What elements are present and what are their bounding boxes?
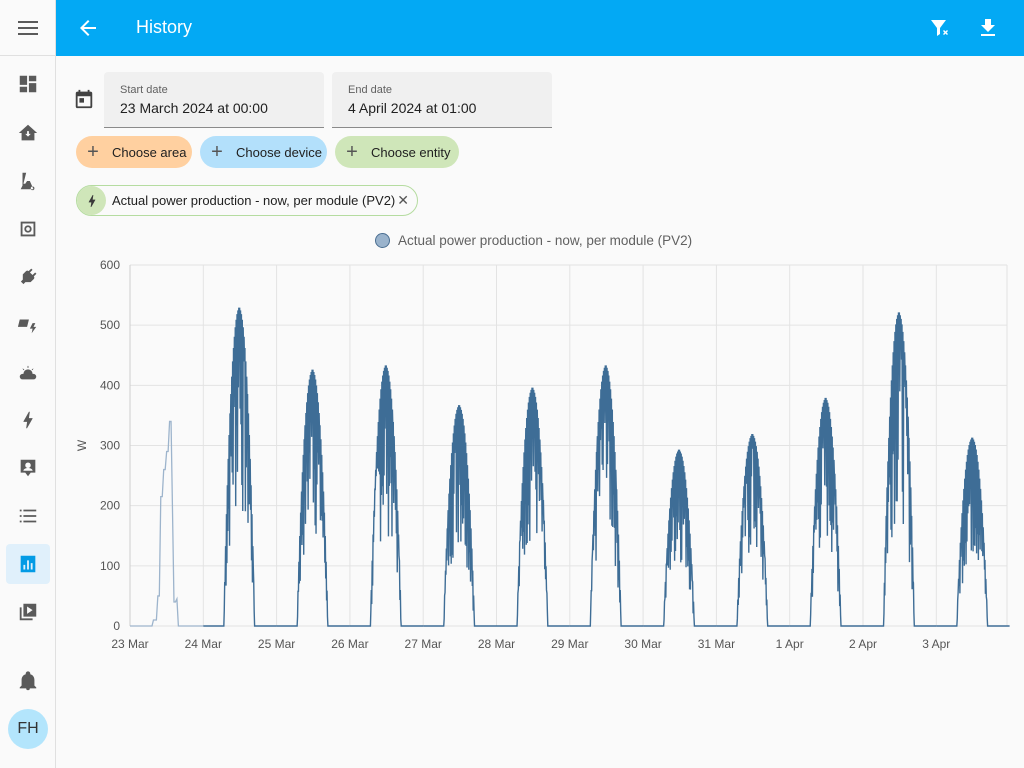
clear-filter-icon[interactable] [928,16,952,40]
x-tick-label: 1 Apr [776,637,804,651]
x-tick-label: 31 Mar [698,637,735,651]
page-title: History [136,17,193,37]
selected-entity-chip[interactable]: Actual power production - now, per modul… [76,185,418,216]
start-date-label: Start date [120,84,168,96]
choose-device-button[interactable]: + Choose device [200,136,327,168]
x-tick-label: 28 Mar [478,637,515,651]
y-tick-label: 600 [100,258,120,272]
plus-icon: + [346,141,358,163]
x-tick-label: 24 Mar [185,637,222,651]
series-line-day [716,433,790,627]
y-tick-label: 400 [100,378,120,392]
dashboard-icon[interactable] [6,64,50,104]
y-tick-label: 500 [100,318,120,332]
remove-entity-icon[interactable]: ✕ [397,192,409,208]
x-tick-label: 27 Mar [405,637,442,651]
series-line-day [130,420,204,627]
series-line-day [569,365,644,627]
panel-icon[interactable] [6,209,50,249]
x-tick-label: 23 Mar [111,637,148,651]
download-icon[interactable] [976,16,1000,40]
choose-area-label: Choose area [112,144,187,160]
lightning-icon [77,186,106,215]
series-line-day [276,369,350,627]
series-line-day [789,397,863,627]
plug-icon[interactable] [6,257,50,297]
plus-icon: + [87,141,99,163]
x-tick-label: 29 Mar [551,637,588,651]
end-date-value: 4 April 2024 at 01:00 [348,100,477,116]
start-date-field[interactable]: Start date 23 March 2024 at 00:00 [104,72,324,128]
selected-entity-label: Actual power production - now, per modul… [112,193,396,208]
history-icon[interactable] [6,544,50,584]
y-tick-label: 100 [100,559,120,573]
x-tick-label: 30 Mar [624,637,661,651]
app-header: History [56,0,1024,56]
choose-entity-button[interactable]: + Choose entity [335,136,459,168]
bell-icon[interactable] [6,661,50,701]
series-line-day [203,307,277,627]
choose-entity-label: Choose entity [371,144,451,160]
choose-device-label: Choose device [236,144,322,160]
legend-swatch [375,233,390,248]
start-date-value: 23 March 2024 at 00:00 [120,100,268,116]
plus-icon: + [211,141,223,163]
legend-series-label: Actual power production - now, per modul… [398,233,693,248]
x-tick-label: 3 Apr [922,637,950,651]
y-tick-label: 200 [100,499,120,513]
y-axis-label: W [75,439,89,451]
logbook-icon[interactable] [6,496,50,536]
weather-icon[interactable] [6,353,50,393]
y-tick-label: 0 [113,619,120,633]
sidebar: FH [0,0,56,768]
series-line-day [423,405,497,627]
media-icon[interactable] [6,592,50,632]
vacuum-icon[interactable] [6,161,50,201]
avatar[interactable]: FH [8,709,48,749]
calendar-icon[interactable] [73,88,95,110]
chart-legend[interactable]: Actual power production - now, per modul… [375,233,692,248]
energy-icon[interactable] [6,400,50,440]
menu-icon[interactable] [0,0,56,56]
home-icon[interactable] [6,113,50,153]
series-line-day [496,387,570,627]
series-line-day [863,312,937,627]
series-line-day [349,365,424,627]
x-tick-label: 26 Mar [331,637,368,651]
choose-area-button[interactable]: + Choose area [76,136,192,168]
back-arrow-icon[interactable] [76,16,100,40]
x-tick-label: 25 Mar [258,637,295,651]
x-tick-label: 2 Apr [849,637,877,651]
y-tick-label: 300 [100,439,120,453]
series-line-day [643,449,717,627]
end-date-label: End date [348,84,393,96]
end-date-field[interactable]: End date 4 April 2024 at 01:00 [332,72,552,128]
series-line-day [936,437,1010,627]
account-box-icon[interactable] [6,448,50,488]
avatar-initials: FH [17,720,39,737]
solar-icon[interactable] [6,305,50,345]
